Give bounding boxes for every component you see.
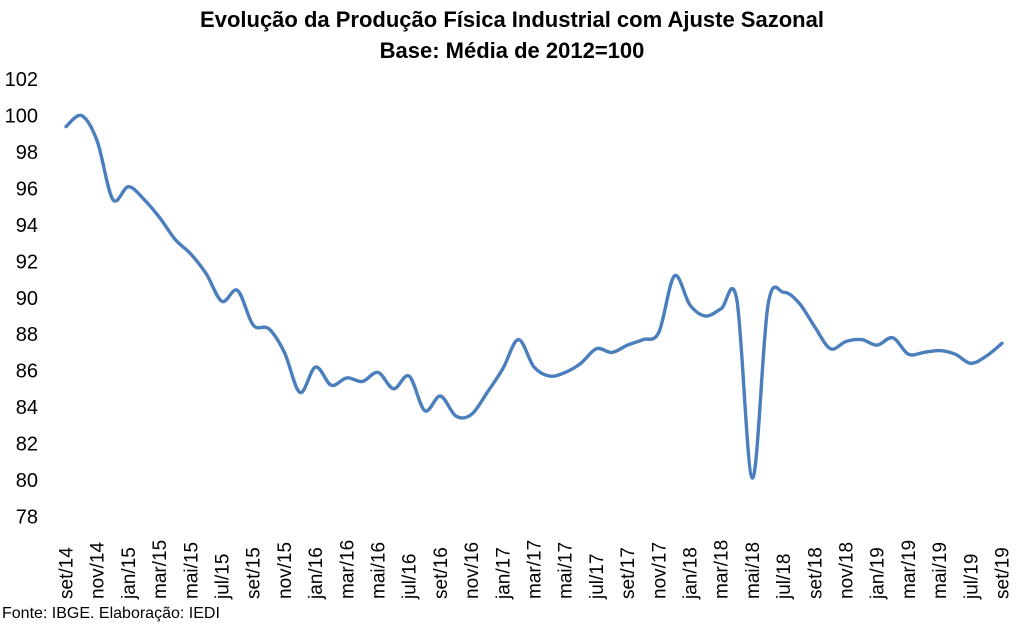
- x-axis-label: mai/18: [743, 542, 764, 599]
- x-axis-label: mar/19: [899, 540, 920, 599]
- x-axis-label: jan/19: [868, 547, 889, 600]
- x-axis-label: set/18: [805, 547, 826, 599]
- y-axis-label: 90: [16, 288, 38, 310]
- chart-title: Evolução da Produção Física Industrial c…: [200, 7, 824, 32]
- production-data-line: [64, 113, 1004, 480]
- x-axis-label: mai/16: [369, 542, 390, 599]
- chart-subtitle: Base: Média de 2012=100: [379, 38, 645, 63]
- y-axis-label: 80: [16, 470, 38, 492]
- x-axis-label: jan/16: [306, 547, 327, 600]
- x-axis-label: nov/16: [462, 542, 483, 599]
- x-axis-label: jul/15: [213, 554, 234, 600]
- x-axis-label: mai/19: [930, 542, 951, 599]
- x-axis-label: mar/17: [525, 540, 546, 599]
- x-axis-label: jan/17: [493, 547, 514, 600]
- x-axis-label: nov/15: [275, 542, 296, 599]
- x-axis-label: nov/14: [88, 542, 109, 599]
- x-axis-label: mai/17: [556, 542, 577, 599]
- x-axis-label: set/16: [431, 547, 452, 599]
- x-axis-label: set/17: [618, 547, 639, 599]
- chart-title-block: Evolução da Produção Física Industrial c…: [0, 4, 1024, 66]
- y-axis-label: 88: [16, 324, 38, 346]
- x-axis-label: set/14: [57, 547, 78, 599]
- x-axis-label: nov/17: [649, 542, 670, 599]
- x-axis-label: jul/18: [774, 554, 795, 600]
- x-axis-label: jan/18: [681, 547, 702, 600]
- x-axis-label: mar/16: [337, 540, 358, 599]
- y-axis-label: 96: [16, 178, 38, 200]
- source-note: Fonte: IBGE. Elaboração: IEDI: [2, 605, 220, 622]
- x-axis-label: mar/18: [712, 540, 733, 599]
- y-axis-label: 98: [16, 142, 38, 164]
- x-axis-label: mar/15: [150, 540, 171, 599]
- y-axis-label: 84: [16, 397, 38, 419]
- x-axis-label: mai/15: [181, 542, 202, 599]
- x-axis-label: nov/18: [837, 542, 858, 599]
- y-axis-label: 94: [16, 215, 38, 237]
- y-axis-label: 78: [16, 506, 38, 528]
- x-axis-label: jul/16: [400, 554, 421, 600]
- x-axis-label: jul/19: [961, 554, 982, 600]
- x-axis-label: jan/15: [119, 547, 140, 600]
- y-axis-label: 86: [16, 361, 38, 383]
- y-axis-label: 102: [5, 69, 38, 91]
- x-axis-label: set/19: [993, 547, 1014, 599]
- y-axis-label: 92: [16, 251, 38, 273]
- y-axis-label: 82: [16, 433, 38, 455]
- x-axis-label: jul/17: [587, 554, 608, 600]
- x-axis-label: set/15: [244, 547, 265, 599]
- y-axis-label: 100: [5, 106, 38, 128]
